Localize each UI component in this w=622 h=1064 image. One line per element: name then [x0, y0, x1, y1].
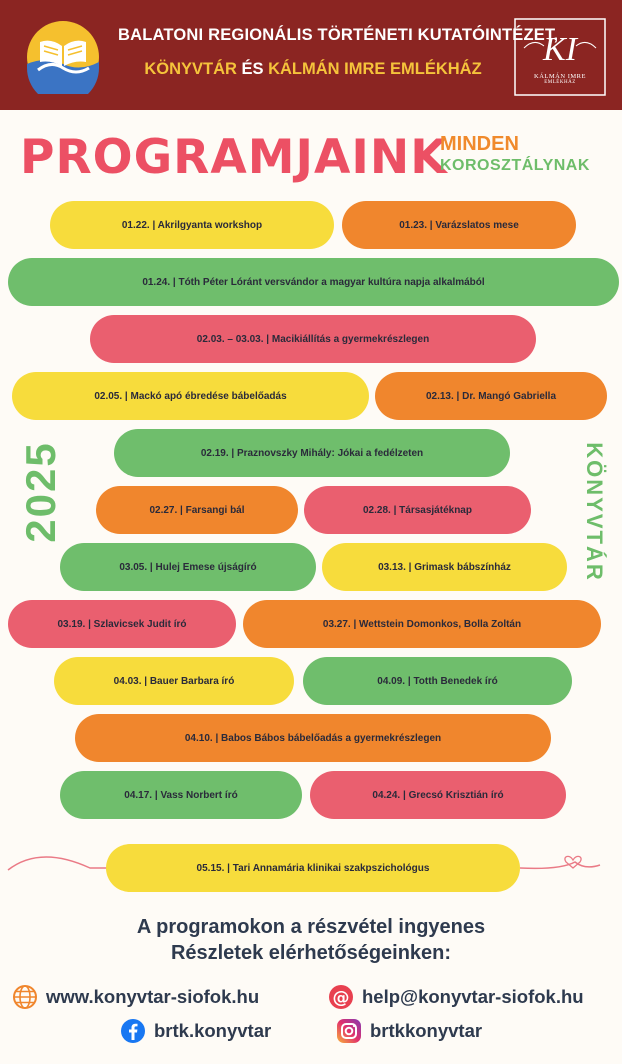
logo-caption-line1: KÁLMÁN IMRE: [534, 73, 586, 80]
free-entry-note: A programokon a részvétel ingyenes: [136, 916, 486, 938]
and-label: ÉS: [236, 60, 269, 78]
program-item: 02.03. – 03.03. | Macikiállítás a gyerme…: [90, 315, 536, 363]
side-library-label: KÖNYVTÁR: [582, 442, 607, 582]
program-item: 05.15. | Tari Annamária klinikai szakpsz…: [106, 844, 520, 892]
facebook-icon: [121, 1019, 145, 1043]
program-item: 03.19. | Szlavicsek Judit író: [8, 600, 236, 648]
program-item: 02.28. | Társasjátéknap: [304, 486, 531, 534]
subtitle-line2: KOROSZTÁLYNAK: [440, 157, 590, 174]
open-book-logo-icon: [27, 21, 99, 94]
program-item: 04.24. | Grecsó Krisztián író: [310, 771, 566, 819]
program-item: 03.05. | Hulej Emese újságíró: [60, 543, 316, 591]
program-item: 04.10. | Babos Bábos bábelőadás a gyerme…: [75, 714, 551, 762]
program-item: 04.03. | Bauer Barbara író: [54, 657, 294, 705]
website-contact[interactable]: www.konyvtar-siofok.hu: [12, 984, 259, 1010]
year-label: 2025: [17, 441, 64, 543]
logo-monogram: KI: [542, 31, 579, 68]
program-item: 01.23. | Varázslatos mese: [342, 201, 576, 249]
program-item: 03.13. | Grimask bábszínház: [322, 543, 567, 591]
svg-text:@: @: [333, 988, 350, 1008]
ribbon-decoration: [7, 855, 601, 871]
program-item: 01.24. | Tóth Péter Lóránt versvándor a …: [8, 258, 619, 306]
header-banner: BALATONI REGIONÁLIS TÖRTÉNETI KUTATÓINTÉ…: [0, 0, 622, 110]
institute-subname: KÖNYVTÁR ÉS KÁLMÁN IMRE EMLÉKHÁZ: [118, 60, 508, 79]
institute-name: BALATONI REGIONÁLIS TÖRTÉNETI KUTATÓINTÉ…: [118, 26, 559, 44]
facebook-contact[interactable]: brtk.konyvtar: [120, 1018, 271, 1044]
details-note: Részletek elérhetőségeinken:: [170, 942, 452, 964]
logo-caption: KÁLMÁN IMRE EMLÉKHÁZ: [514, 73, 606, 85]
program-item: 02.19. | Praznovszky Mihály: Jókai a fed…: [114, 429, 510, 477]
program-item: 04.17. | Vass Norbert író: [60, 771, 302, 819]
logo-caption-line2: EMLÉKHÁZ: [544, 80, 576, 85]
website-link[interactable]: www.konyvtar-siofok.hu: [46, 986, 260, 1007]
program-item: 04.09. | Totth Benedek író: [303, 657, 572, 705]
program-item: 02.27. | Farsangi bál: [96, 486, 298, 534]
memorial-house-label: KÁLMÁN IMRE EMLÉKHÁZ: [268, 60, 482, 78]
email-link[interactable]: help@konyvtar-siofok.hu: [362, 986, 584, 1007]
instagram-link[interactable]: brtkkonyvtar: [370, 1020, 483, 1041]
instagram-icon: [337, 1019, 361, 1043]
program-item: 02.13. | Dr. Mangó Gabriella: [375, 372, 607, 420]
kalman-imre-logo-icon: KI: [514, 18, 606, 96]
facebook-link[interactable]: brtk.konyvtar: [154, 1020, 272, 1041]
program-item: 03.27. | Wettstein Domonkos, Bolla Zoltá…: [243, 600, 601, 648]
library-label: KÖNYVTÁR: [144, 60, 237, 78]
program-item: 01.22. | Akrilgyanta workshop: [50, 201, 334, 249]
page-title: PROGRAMJAINK: [20, 130, 448, 185]
heart-icon: [564, 855, 582, 869]
instagram-contact[interactable]: brtkkonyvtar: [336, 1018, 482, 1044]
email-contact[interactable]: @ help@konyvtar-siofok.hu: [328, 984, 584, 1010]
globe-icon: [13, 985, 37, 1009]
program-item: 02.05. | Mackó apó ébredése bábelőadás: [12, 372, 369, 420]
at-sign-icon: @: [329, 985, 353, 1009]
subtitle-line1: MINDEN: [440, 133, 519, 155]
